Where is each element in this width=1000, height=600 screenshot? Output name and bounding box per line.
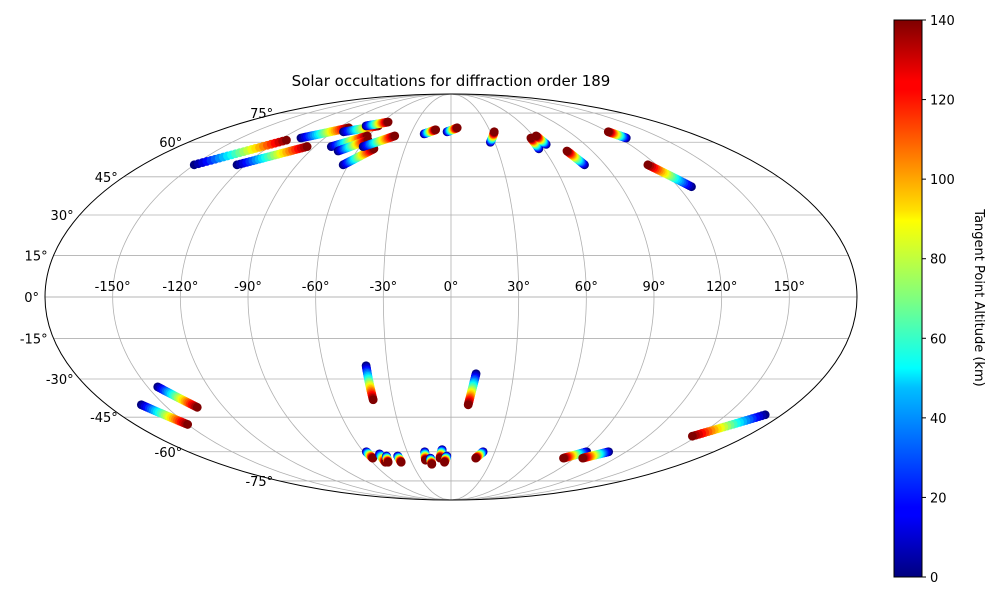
data-point: [383, 457, 393, 467]
data-point: [368, 395, 378, 405]
colorbar-tick-label: 140: [930, 14, 955, 29]
lon-tick-label: 150°: [774, 280, 805, 295]
occultation-track: [136, 400, 193, 429]
lat-tick-label: -30°: [46, 373, 74, 388]
data-point: [562, 146, 572, 156]
occultation-track: [393, 451, 406, 467]
data-point: [368, 453, 378, 463]
occultation-track: [643, 160, 696, 192]
lon-tick-label: 60°: [575, 280, 598, 295]
lon-tick-label: -120°: [162, 280, 198, 295]
lon-tick-label: -30°: [369, 280, 397, 295]
occultation-track: [463, 369, 481, 410]
occultation-track: [333, 135, 373, 156]
colorbar-tick-label: 120: [930, 94, 955, 109]
lat-tick-label: 0°: [24, 291, 39, 306]
lat-tick-label: -75°: [245, 475, 273, 490]
colorbar-tick-label: 80: [930, 253, 947, 268]
chart-title: Solar occultations for diffraction order…: [292, 72, 611, 90]
occultation-track: [471, 447, 488, 463]
occultation-track: [578, 447, 614, 463]
lat-tick-label: -60°: [155, 446, 183, 461]
occultation-track: [687, 410, 770, 441]
colorbar-tick-label: 100: [930, 173, 955, 188]
data-point: [643, 160, 653, 170]
occultation-track: [153, 382, 202, 412]
occultation-track: [442, 123, 462, 137]
lon-tick-label: -60°: [302, 280, 330, 295]
occultation-track: [189, 135, 291, 170]
data-point: [531, 131, 541, 141]
lat-tick-label: 15°: [25, 249, 48, 264]
lat-tick-label: 60°: [159, 136, 182, 151]
graticule: [45, 93, 857, 501]
lon-tick-label: -150°: [95, 280, 131, 295]
occultation-track: [361, 361, 378, 405]
colorbar-tick-label: 0: [930, 571, 938, 586]
data-point: [396, 457, 406, 467]
occultation-track: [486, 127, 499, 147]
data-point: [687, 431, 697, 441]
occultation-track: [232, 142, 312, 170]
occultation-track: [603, 127, 631, 143]
occultation-track: [562, 146, 589, 170]
data-point: [427, 459, 437, 469]
lat-tick-label: 75°: [250, 107, 273, 122]
map-boundary: [44, 93, 858, 501]
data-point: [302, 142, 312, 151]
occultation-track: [440, 451, 452, 467]
data-point: [431, 125, 441, 135]
tick-labels: -150° -120° -90° -60° -30° 0° 30° 60° 90° 120° 150…: [20, 107, 805, 490]
data-point: [282, 135, 291, 145]
data-point: [390, 131, 400, 141]
occultation-tracks: [136, 117, 770, 469]
lon-tick-label: 30°: [507, 280, 530, 295]
data-point: [452, 123, 462, 133]
data-point: [463, 400, 473, 410]
colorbar-tick-label: 20: [930, 491, 947, 506]
lat-tick-label: -15°: [20, 333, 48, 348]
lon-tick-label: 120°: [706, 280, 737, 295]
lon-tick-label: 0°: [444, 280, 459, 295]
colorbar-tick-label: 60: [930, 332, 947, 347]
data-point: [471, 453, 481, 463]
lat-tick-label: 45°: [95, 171, 118, 186]
lon-tick-label: -90°: [234, 280, 262, 295]
data-point: [383, 117, 393, 127]
data-point: [578, 453, 588, 463]
data-point: [559, 453, 568, 463]
data-point: [183, 420, 193, 429]
occultation-track: [358, 131, 400, 151]
occultation-track: [361, 447, 378, 463]
colorbar-tick-label: 40: [930, 412, 947, 427]
data-point: [489, 127, 499, 137]
data-point: [192, 402, 202, 412]
occultation-track: [419, 125, 441, 139]
occultation-track: [426, 453, 437, 469]
colorbar-label: Tangent Point Altitude (km): [971, 208, 986, 386]
data-point: [440, 457, 449, 467]
occultation-track: [361, 117, 393, 131]
data-point: [603, 127, 613, 137]
lat-tick-label: -45°: [90, 411, 118, 426]
lon-tick-label: 90°: [642, 280, 665, 295]
occultation-track: [531, 131, 551, 149]
occultation-track: [338, 144, 379, 170]
occultation-track: [382, 451, 393, 467]
colorbar-ticks: 0 20 40 60 80 100 120 140: [922, 14, 955, 586]
lat-tick-label: 30°: [51, 209, 74, 224]
colorbar: [893, 19, 923, 578]
